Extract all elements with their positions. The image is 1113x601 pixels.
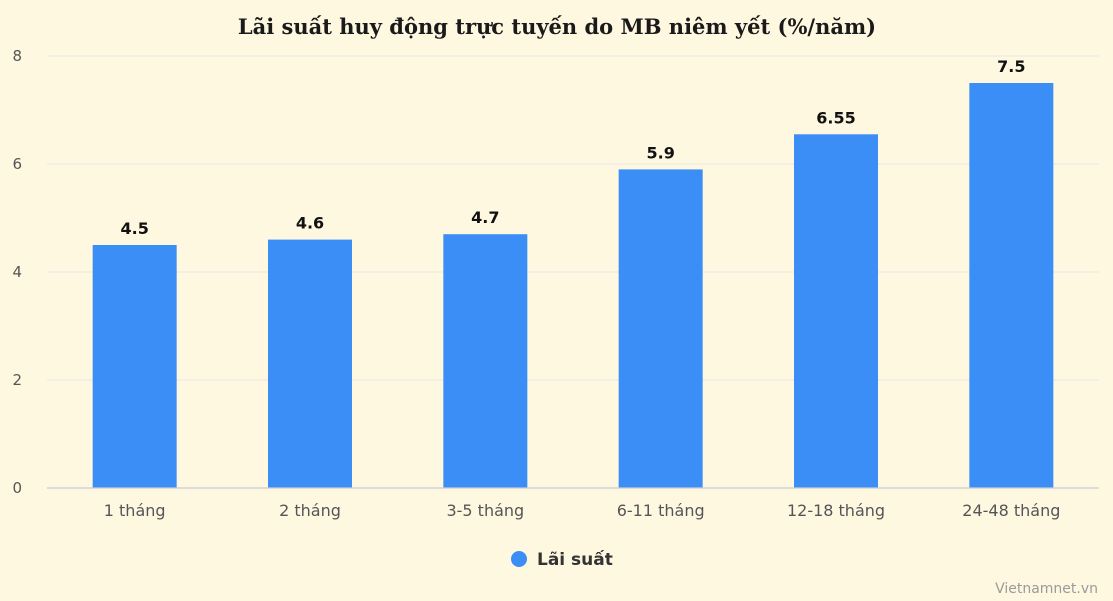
data-labels: 4.5 4.6 4.7 5.9 6.55 7.5	[120, 57, 1025, 238]
data-label: 5.9	[646, 143, 674, 162]
data-label: 4.5	[120, 219, 148, 238]
data-label: 4.7	[471, 208, 499, 227]
bar	[268, 239, 352, 488]
x-tick-label: 3-5 tháng	[446, 501, 524, 520]
y-tick-label: 2	[12, 371, 22, 389]
chart-title: Lãi suất huy động trực tuyến do MB niêm …	[238, 14, 876, 39]
data-label: 4.6	[296, 214, 324, 233]
bar	[969, 83, 1054, 488]
grid-lines	[47, 55, 1099, 381]
credit-text: Vietnamnet.vn	[995, 581, 1098, 597]
y-tick-label: 6	[12, 155, 22, 173]
legend-label: Lãi suất	[537, 549, 613, 570]
x-tick-label: 1 tháng	[104, 501, 166, 520]
y-tick-label: 4	[12, 263, 22, 281]
bar	[92, 245, 177, 488]
legend[interactable]: Lãi suất	[511, 549, 613, 570]
x-tick-label: 12-18 tháng	[787, 501, 885, 520]
x-tick-label: 24-48 tháng	[962, 501, 1060, 520]
bar	[794, 134, 878, 489]
x-tick-label: 6-11 tháng	[617, 501, 705, 520]
x-tick-label: 2 tháng	[279, 501, 341, 520]
x-axis-ticks: 1 tháng 2 tháng 3-5 tháng 6-11 tháng 12-18 t…	[104, 501, 1061, 520]
bar	[618, 169, 703, 488]
y-tick-label: 8	[12, 47, 22, 65]
data-label: 6.55	[816, 108, 855, 127]
y-tick-label: 0	[12, 479, 22, 497]
legend-marker-icon	[511, 551, 527, 567]
data-label: 7.5	[997, 57, 1025, 76]
bar	[443, 234, 528, 488]
bars	[92, 83, 1054, 489]
y-axis-ticks: 0 2 4 6 8	[12, 47, 22, 497]
